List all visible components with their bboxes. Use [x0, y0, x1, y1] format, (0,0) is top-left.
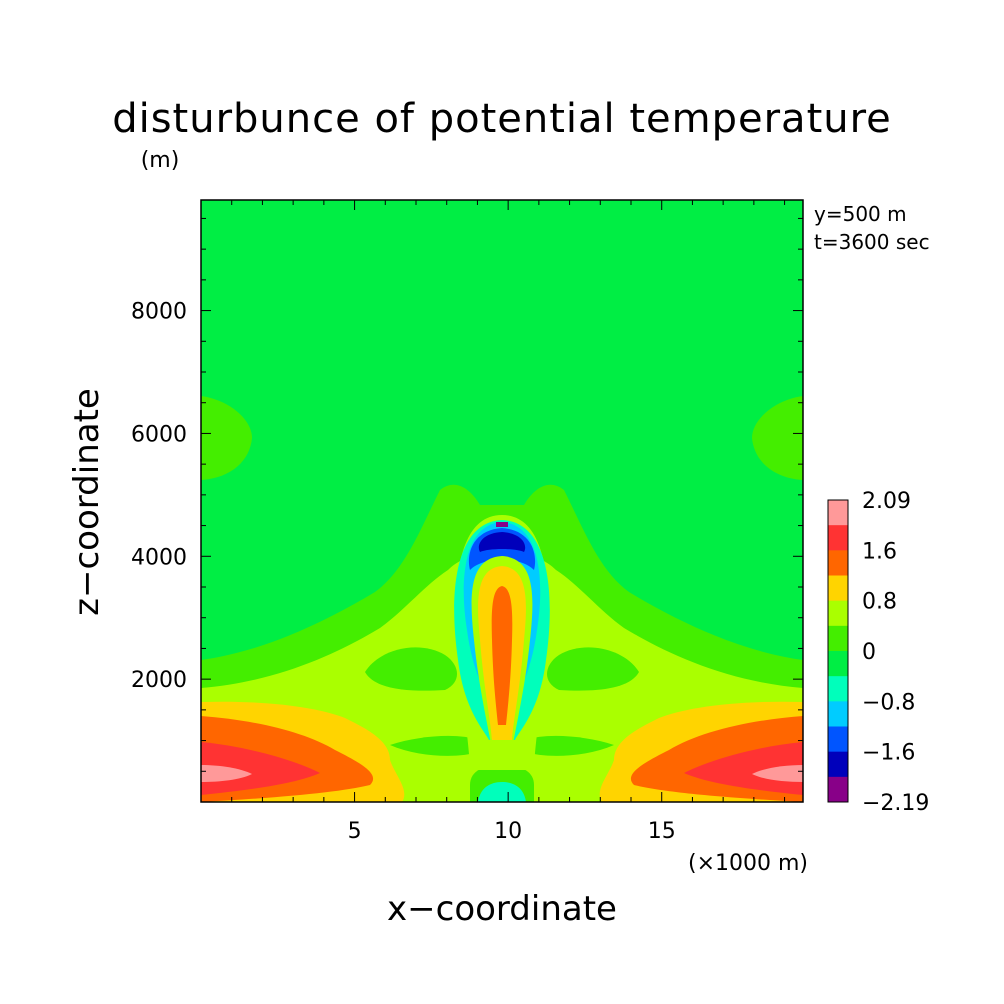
colorbar-swatch	[828, 676, 848, 702]
colorbar-label: 0.8	[862, 590, 897, 615]
colorbar-frame	[827, 499, 849, 803]
colorbar-swatch	[828, 550, 848, 576]
colorbar-labels: 2.09 1.6 0.8 0 −0.8 −1.6 −2.19	[862, 489, 929, 816]
y-tick-label: 4000	[131, 545, 187, 570]
colorbar-label: −0.8	[862, 690, 915, 715]
colorbar-swatch	[828, 625, 848, 652]
colorbar-label: 2.09	[862, 489, 911, 514]
colorbar-swatch	[828, 525, 848, 551]
colorbar-swatch	[828, 600, 848, 627]
column-orange	[491, 586, 513, 725]
x-unit-note: (×1000 m)	[688, 851, 808, 876]
wedge-red-left	[201, 742, 320, 795]
hole-low-right	[526, 735, 614, 756]
colorbar-swatch	[828, 751, 848, 778]
contour-field	[201, 200, 803, 802]
hole-left	[365, 647, 458, 691]
annotation-y: y=500 m	[814, 202, 907, 226]
y-tick-label: 2000	[131, 668, 187, 693]
x-tick-labels: 5 10 15	[348, 819, 676, 844]
wedge-red-right	[684, 742, 803, 795]
x-tick-label: 15	[648, 819, 676, 844]
core-left	[201, 765, 252, 782]
colorbar-label: −2.19	[862, 791, 929, 816]
surface-cold-spot	[478, 782, 526, 802]
x-axis-label: x−coordinate	[387, 889, 617, 929]
core-right	[752, 765, 803, 782]
chart-title: disturbunce of potential temperature	[112, 96, 892, 142]
cap-darkblue	[478, 532, 526, 552]
colorbar-label: −1.6	[862, 741, 915, 766]
colorbar-swatch	[828, 776, 848, 803]
colorbar	[827, 499, 849, 803]
y-tick-labels: 2000 4000 6000 8000	[131, 300, 187, 694]
colorbar-label: 0	[862, 640, 876, 665]
y-tick-label: 6000	[131, 422, 187, 447]
colorbar-label: 1.6	[862, 539, 897, 564]
colorbar-swatch	[828, 651, 848, 677]
y-tick-label: 8000	[131, 300, 187, 325]
colorbar-swatch	[828, 726, 848, 753]
y-unit-label: (m)	[141, 148, 180, 173]
x-tick-label: 10	[494, 819, 522, 844]
colorbar-swatch	[828, 575, 848, 602]
cap-minimum	[496, 522, 508, 527]
colorbar-swatch	[828, 701, 848, 727]
y-axis-label: z−coordinate	[67, 388, 107, 616]
right-upper-bulge	[752, 396, 803, 480]
plot-frame	[200, 199, 804, 803]
hole-right	[546, 647, 639, 691]
left-upper-bulge	[201, 396, 252, 480]
tick-marks	[201, 200, 803, 802]
x-tick-label: 5	[348, 819, 362, 844]
colorbar-swatch	[828, 500, 848, 526]
hole-low-left	[390, 735, 478, 756]
annotation-t: t=3600 sec	[814, 230, 930, 254]
